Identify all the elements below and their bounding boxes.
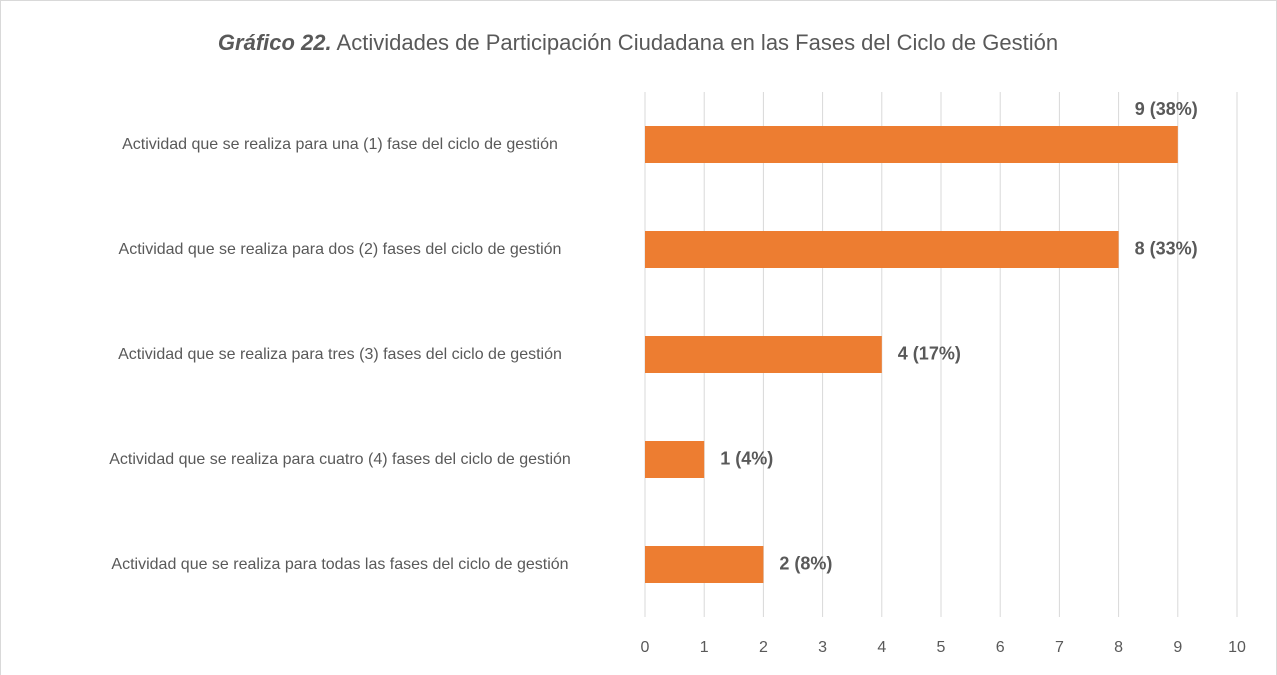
x-tick-label: 1 — [700, 639, 709, 656]
x-tick-label: 0 — [641, 639, 650, 656]
x-tick-label: 3 — [818, 639, 827, 656]
data-label: 2 (8%) — [779, 553, 832, 573]
bar — [645, 126, 1178, 163]
x-tick-label: 9 — [1173, 639, 1182, 656]
x-tick-label: 4 — [877, 639, 886, 656]
x-tick-label: 10 — [1228, 639, 1246, 656]
category-label: Actividad que se realiza para cuatro (4)… — [109, 450, 571, 468]
category-label: Actividad que se realiza para una (1) fa… — [122, 135, 558, 153]
chart-title: Gráfico 22. Actividades de Participación… — [218, 30, 1058, 55]
bar — [645, 231, 1119, 268]
data-label: 9 (38%) — [1135, 99, 1198, 119]
x-tick-label: 5 — [937, 639, 946, 656]
title-text: Actividades de Participación Ciudadana e… — [337, 30, 1059, 55]
category-label: Actividad que se realiza para todas las … — [111, 555, 569, 573]
data-label: 4 (17%) — [898, 343, 961, 363]
x-tick-label: 2 — [759, 639, 768, 656]
data-label: 8 (33%) — [1135, 238, 1198, 258]
category-label: Actividad que se realiza para tres (3) f… — [118, 345, 562, 363]
x-tick-label: 8 — [1114, 639, 1123, 656]
x-tick-label: 6 — [996, 639, 1005, 656]
bar — [645, 336, 882, 373]
x-tick-label: 7 — [1055, 639, 1064, 656]
title-lead: Gráfico 22. — [218, 30, 332, 55]
category-label: Actividad que se realiza para dos (2) fa… — [118, 240, 562, 258]
bar — [645, 441, 705, 478]
data-label: 1 (4%) — [720, 448, 773, 468]
bar — [645, 546, 764, 583]
